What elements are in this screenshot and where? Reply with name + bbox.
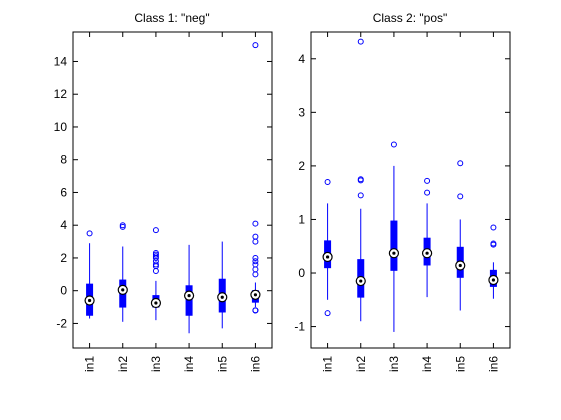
outlier-point: [86, 230, 93, 237]
x-tick-label: in3: [387, 356, 401, 372]
outlier-point: [390, 141, 397, 148]
outlier-point: [357, 192, 364, 199]
x-tick-label: in6: [248, 356, 262, 372]
outlier-point: [119, 222, 126, 229]
outlier-point: [424, 189, 431, 196]
iqr-box: [390, 220, 398, 271]
outlier-point: [152, 261, 159, 268]
median-dot: [154, 301, 158, 305]
plot-frame: [310, 31, 511, 349]
y-tick-label: 1: [298, 212, 305, 226]
x-tick-label: in3: [149, 356, 163, 372]
y-tick-label: -2: [56, 316, 67, 330]
y-tick-label: 4: [60, 218, 67, 232]
y-tick-label: 3: [298, 105, 305, 119]
outlier-point: [252, 220, 259, 227]
outlier-point: [490, 240, 497, 247]
outlier-point: [252, 271, 259, 278]
median-dot: [425, 251, 429, 255]
outlier-point: [252, 258, 259, 265]
y-tick-label: 0: [60, 284, 67, 298]
median-dot: [392, 251, 396, 255]
y-tick-label: 12: [54, 87, 68, 101]
x-tick-label: in2: [354, 356, 368, 372]
outlier-point: [252, 233, 259, 240]
chart-panel-neg: Class 1: "neg" -2 0 2 4 6 8 10 12 14 in1 in2 in3 in4…: [54, 11, 273, 372]
outlier-point: [252, 254, 259, 261]
outlier-point: [152, 268, 159, 275]
x-tick-label: in6: [486, 356, 500, 372]
y-tick-label: 4: [298, 52, 305, 66]
y-tick-label: 2: [60, 251, 67, 265]
y-tick-label: -1: [294, 320, 305, 334]
median-dot: [325, 255, 330, 259]
x-tick-label: in5: [453, 356, 467, 372]
median-dot: [220, 295, 224, 299]
x-tick-label: in1: [321, 356, 335, 372]
outlier-point: [252, 261, 259, 268]
x-tick-label: in5: [215, 356, 229, 372]
outlier-point: [252, 266, 259, 273]
outlier-point: [357, 38, 364, 45]
x-tick-label: in1: [83, 356, 97, 372]
chart-title: Class 1: "neg": [134, 11, 209, 25]
chart-panel-pos: Class 2: "pos" -1 0 1 2 3 4 in1 in2 in3 in4 in5 in6: [294, 11, 511, 372]
y-tick-label: 10: [54, 120, 68, 134]
outlier-point: [357, 176, 364, 183]
median-dot: [458, 263, 462, 268]
outlier-point: [324, 310, 331, 317]
plot-frame: [72, 31, 273, 349]
median-dot: [87, 298, 92, 303]
outlier-point: [490, 224, 497, 231]
outlier-point: [324, 178, 331, 185]
median-dot: [491, 278, 496, 282]
y-tick-label: 6: [60, 185, 67, 199]
outlier-point: [252, 238, 259, 245]
chart-title: Class 2: "pos": [373, 11, 448, 25]
outlier-point: [252, 307, 259, 314]
outlier-point: [457, 160, 464, 167]
y-tick-label: 0: [298, 266, 305, 280]
outlier-point: [152, 227, 159, 234]
median-dot: [187, 294, 191, 298]
outlier-point: [424, 177, 431, 184]
y-tick-label: 14: [54, 54, 68, 68]
outlier-point: [152, 253, 159, 260]
outlier-point: [152, 250, 159, 257]
x-tick-label: in4: [420, 356, 434, 372]
median-dot: [253, 293, 258, 297]
median-dot: [359, 279, 363, 283]
x-tick-label: in4: [182, 356, 196, 372]
median-dot: [121, 288, 125, 292]
x-tick-label: in2: [116, 356, 130, 372]
y-tick-label: 2: [298, 159, 305, 173]
outlier-point: [252, 42, 259, 49]
y-tick-label: 8: [60, 153, 67, 167]
outlier-point: [457, 193, 464, 200]
